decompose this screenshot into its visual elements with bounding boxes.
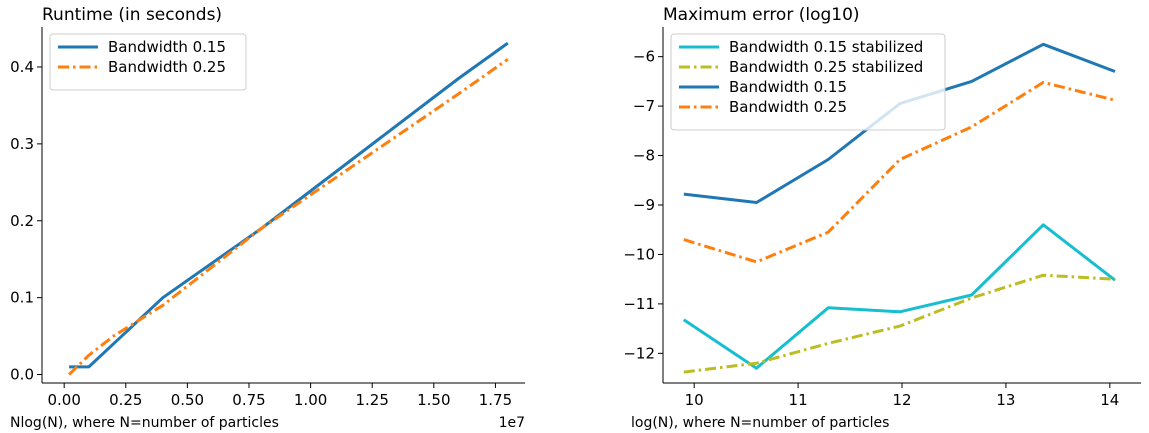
x-tick-label: 0.25 [109,391,142,409]
legend-label: Bandwidth 0.25 stabilized [729,58,923,76]
y-tick-label: −7 [633,97,655,115]
y-tick-label: 0.3 [10,135,34,153]
y-tick-label: 0.0 [10,366,34,384]
chart-title: Runtime (in seconds) [42,5,222,25]
x-tick-label: 0.00 [47,391,80,409]
x-tick-label: 14 [1100,391,1119,409]
x-tick-label: 1.50 [417,391,450,409]
legend-box [49,33,247,91]
chart-2: Maximum error (log10) 10 11 12 13 14 −12 −11 −10… [623,5,1141,431]
y-tick-label: −8 [633,147,655,165]
legend-label: Bandwidth 0.25 [108,58,226,76]
y-tick-label: −6 [633,48,655,66]
y-tick-label: 0.1 [10,289,34,307]
chart-title: Maximum error (log10) [663,5,860,25]
y-tick-label: −10 [623,245,655,263]
legend-label: Bandwidth 0.25 [729,98,847,116]
y-tick-label: −9 [633,196,655,214]
x-tick-label: 13 [996,391,1015,409]
series-line-1 [69,41,509,369]
legend: Bandwidth 0.15 Bandwidth 0.25 [49,33,247,91]
series-line-2 [683,273,1116,374]
series-line-4 [683,80,1116,264]
x-tick-label: 0.75 [232,391,265,409]
y-tick-label: −12 [623,344,655,362]
x-tick-label: 1.75 [479,391,512,409]
x-tick-label: 10 [685,391,704,409]
x-axis-label: log(N), where N=number of particles [631,415,889,431]
legend-label: Bandwidth 0.15 stabilized [729,38,923,56]
y-tick-label: 0.4 [10,58,34,76]
legend-label: Bandwidth 0.15 [729,78,847,96]
y-tick-label: 0.2 [10,212,34,230]
x-tick-label: 11 [789,391,808,409]
legend-box [670,33,946,131]
series-line-1 [682,223,1116,370]
x-tick-label: 1.00 [294,391,327,409]
x-offset-label: 1e7 [499,415,525,431]
legend: Bandwidth 0.15 stabilized Bandwidth 0.25 … [670,33,946,131]
x-tick-label: 0.50 [171,391,204,409]
chart-1: Runtime (in seconds) 0.00 0.25 0.50 0.75 1.00… [10,5,525,431]
x-tick-label: 12 [892,391,911,409]
series-line-2 [68,58,509,376]
x-tick-label: 1.25 [356,391,389,409]
x-axis-label: Nlog(N), where N=number of particles [10,415,279,431]
y-tick-label: −11 [623,295,655,313]
legend-label: Bandwidth 0.15 [108,38,226,56]
